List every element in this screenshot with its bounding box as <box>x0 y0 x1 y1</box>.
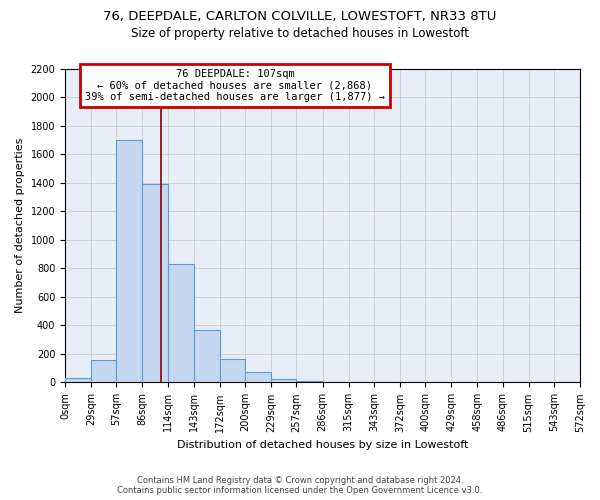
Y-axis label: Number of detached properties: Number of detached properties <box>15 138 25 314</box>
Text: Contains HM Land Registry data © Crown copyright and database right 2024.
Contai: Contains HM Land Registry data © Crown c… <box>118 476 482 495</box>
Bar <box>116 140 142 382</box>
Bar <box>167 264 194 382</box>
Text: 76, DEEPDALE, CARLTON COLVILLE, LOWESTOFT, NR33 8TU: 76, DEEPDALE, CARLTON COLVILLE, LOWESTOF… <box>103 10 497 23</box>
Bar <box>245 372 271 382</box>
Bar <box>142 184 167 382</box>
Bar <box>220 359 245 382</box>
Bar <box>65 378 91 382</box>
Bar <box>194 330 220 382</box>
Bar <box>271 379 296 382</box>
Bar <box>296 381 323 382</box>
Text: 76 DEEPDALE: 107sqm
← 60% of detached houses are smaller (2,868)
39% of semi-det: 76 DEEPDALE: 107sqm ← 60% of detached ho… <box>85 69 385 102</box>
Text: Size of property relative to detached houses in Lowestoft: Size of property relative to detached ho… <box>131 28 469 40</box>
Bar <box>91 360 116 382</box>
X-axis label: Distribution of detached houses by size in Lowestoft: Distribution of detached houses by size … <box>177 440 468 450</box>
